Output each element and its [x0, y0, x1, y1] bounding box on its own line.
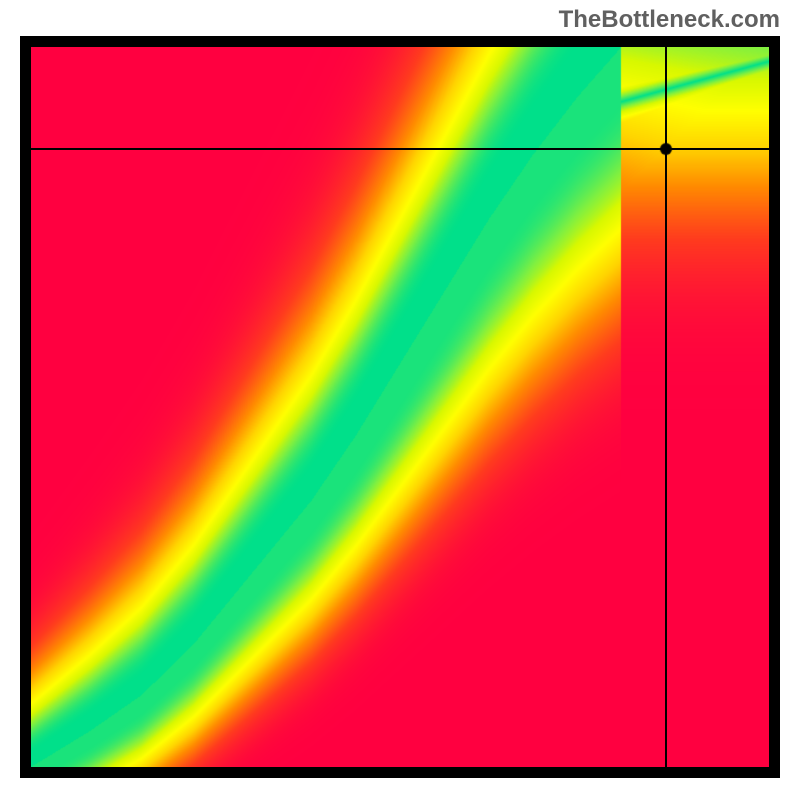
- bottleneck-heatmap-plot: [20, 36, 780, 778]
- crosshair-horizontal: [31, 148, 769, 150]
- watermark-text: TheBottleneck.com: [559, 6, 780, 34]
- crosshair-vertical: [665, 47, 667, 767]
- heatmap-canvas: [31, 47, 769, 767]
